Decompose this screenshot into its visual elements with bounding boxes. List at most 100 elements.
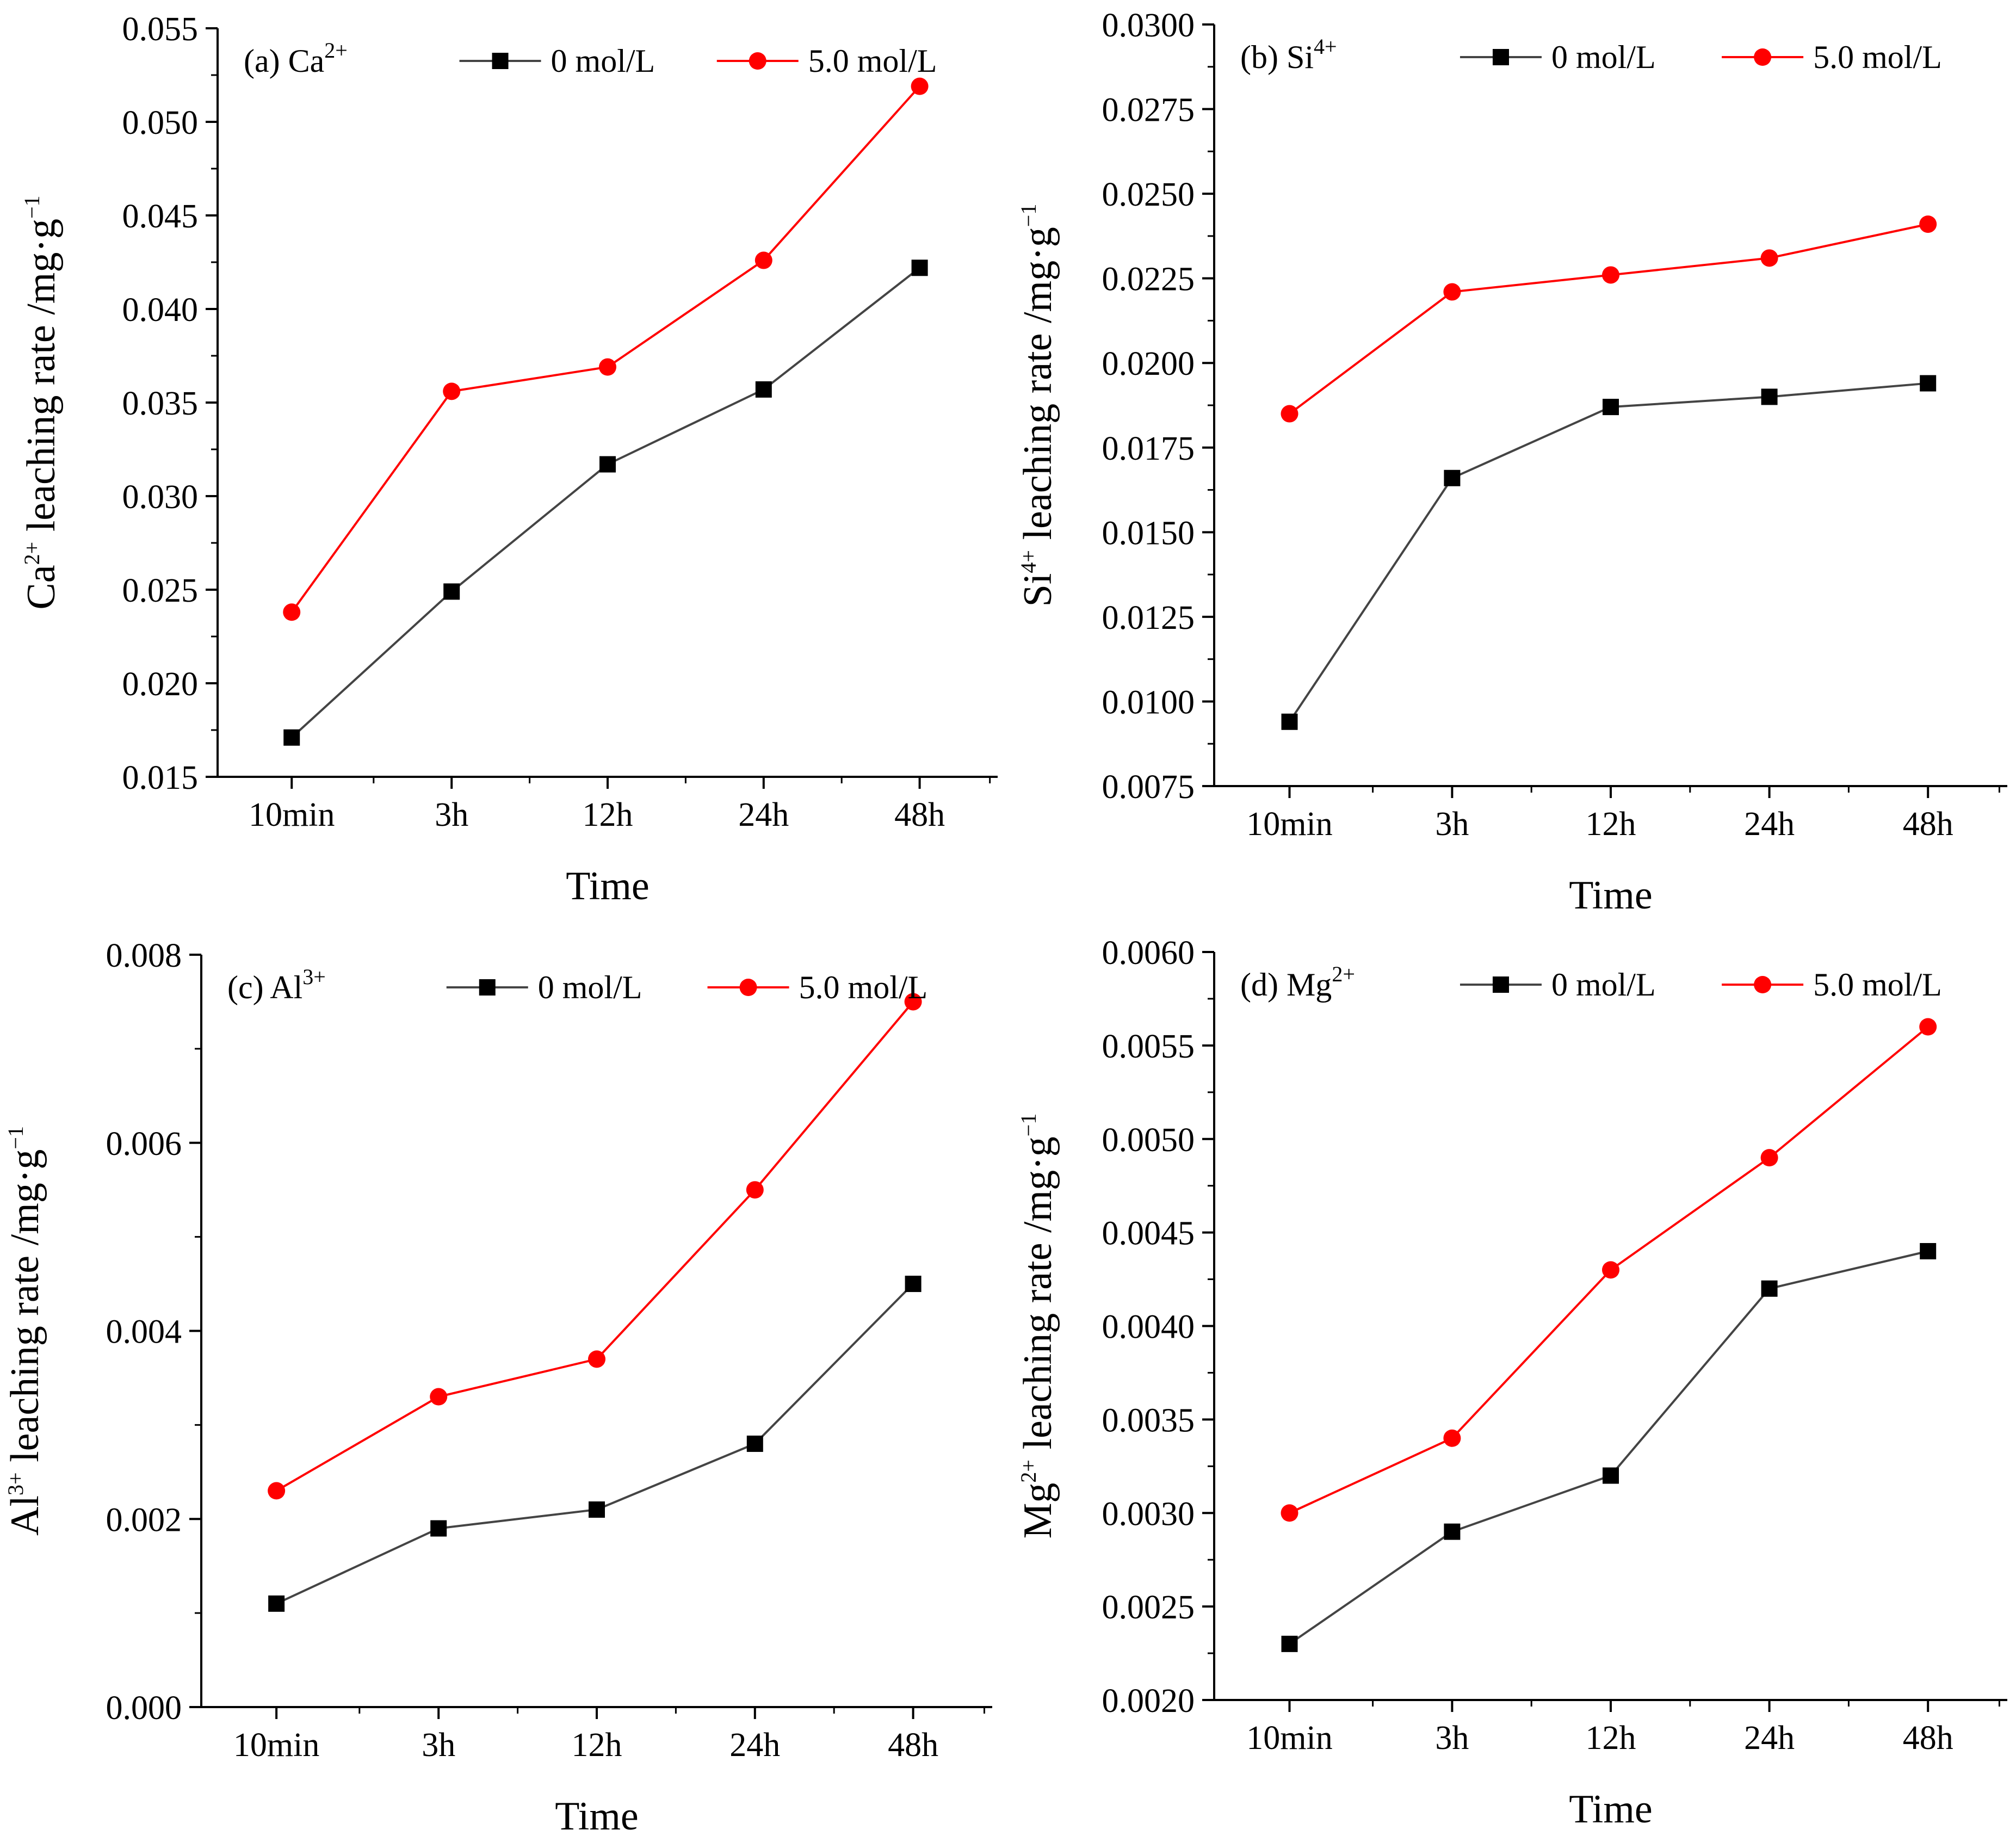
legend-label: 5.0 mol/L bbox=[1813, 39, 1942, 75]
series-line-2 bbox=[1289, 223, 1928, 415]
x-tick-label: 24h bbox=[1744, 806, 1795, 843]
data-point-circle bbox=[268, 1482, 286, 1500]
x-tick-label: 12h bbox=[583, 796, 633, 833]
y-tick-label: 0.004 bbox=[106, 1314, 182, 1351]
x-tick-label: 48h bbox=[888, 1727, 938, 1764]
series-line-2 bbox=[276, 1001, 914, 1492]
data-point-circle bbox=[443, 382, 461, 400]
y-axis-title-unit: leaching rate /mg·g bbox=[1016, 227, 1060, 550]
y-tick-label: 0.0025 bbox=[1102, 1589, 1195, 1626]
y-tick-label: 0.0050 bbox=[1102, 1122, 1195, 1159]
panel-label-text: (c) Al bbox=[227, 969, 302, 1005]
data-point-square bbox=[1920, 1243, 1937, 1259]
y-tick-label: 0.000 bbox=[106, 1690, 182, 1727]
y-tick-label: 0.015 bbox=[122, 759, 199, 796]
panel-label-charge: 2+ bbox=[1332, 962, 1355, 986]
x-axis-title: Time bbox=[1569, 1787, 1653, 1832]
data-point-square bbox=[1281, 713, 1298, 730]
series-line-2 bbox=[290, 85, 921, 613]
x-tick-label: 3h bbox=[1435, 806, 1469, 843]
data-point-square bbox=[911, 259, 928, 276]
y-axis-title-exponent: −1 bbox=[3, 1126, 28, 1149]
x-tick-label: 48h bbox=[1903, 1720, 1953, 1757]
data-point-circle bbox=[1281, 1504, 1298, 1522]
legend-label: 0 mol/L bbox=[538, 969, 642, 1005]
data-point-square bbox=[268, 1595, 285, 1612]
x-tick-label: 12h bbox=[1586, 1720, 1636, 1757]
y-tick-label: 0.0075 bbox=[1102, 769, 1195, 806]
x-tick-label: 10min bbox=[249, 796, 335, 833]
x-tick-label: 3h bbox=[1435, 1720, 1469, 1757]
x-tick-label: 12h bbox=[572, 1727, 622, 1764]
panel-label-charge: 3+ bbox=[302, 965, 326, 989]
data-point-circle bbox=[1443, 283, 1461, 301]
y-tick-label: 0.0030 bbox=[1102, 1495, 1195, 1532]
data-point-square bbox=[1444, 469, 1461, 486]
x-axis-title: Time bbox=[555, 1794, 639, 1836]
panel-label-charge: 2+ bbox=[324, 38, 348, 63]
data-point-circle bbox=[1760, 249, 1778, 267]
y-tick-label: 0.0020 bbox=[1102, 1683, 1195, 1720]
data-point-circle bbox=[911, 77, 929, 95]
y-axis-title-ion: Mg bbox=[1016, 1483, 1060, 1539]
data-point-circle bbox=[283, 603, 301, 621]
y-tick-label: 0.0040 bbox=[1102, 1309, 1195, 1346]
y-tick-label: 0.0125 bbox=[1102, 599, 1195, 636]
y-tick-label: 0.0200 bbox=[1102, 345, 1195, 382]
data-point-square bbox=[1603, 1467, 1619, 1484]
series-line-1 bbox=[276, 1283, 914, 1605]
y-axis-title-charge: 4+ bbox=[1016, 550, 1041, 573]
x-axis-title: Time bbox=[1569, 873, 1653, 918]
x-tick-label: 10min bbox=[1246, 1720, 1332, 1757]
y-axis-title-charge: 2+ bbox=[1016, 1460, 1041, 1483]
x-tick-label: 24h bbox=[1744, 1720, 1795, 1757]
legend-label: 5.0 mol/L bbox=[799, 969, 928, 1005]
y-tick-label: 0.0300 bbox=[1102, 7, 1195, 44]
y-tick-label: 0.0060 bbox=[1102, 935, 1195, 972]
data-point-circle bbox=[1602, 266, 1619, 284]
data-point-square bbox=[1761, 388, 1778, 405]
x-tick-label: 10min bbox=[233, 1727, 319, 1764]
legend-label: 5.0 mol/L bbox=[1813, 967, 1942, 1003]
panel-label: (c) Al3+ bbox=[227, 965, 326, 1005]
data-point-square bbox=[905, 1276, 922, 1293]
data-point-circle bbox=[1443, 1429, 1461, 1447]
legend-label: 0 mol/L bbox=[1551, 967, 1656, 1003]
y-axis-title-unit: leaching rate /mg·g bbox=[1016, 1136, 1060, 1460]
legend-marker-circle bbox=[1754, 48, 1772, 66]
data-point-circle bbox=[430, 1388, 448, 1406]
y-axis-title-exponent: −1 bbox=[1016, 1114, 1041, 1137]
data-point-square bbox=[443, 583, 460, 600]
x-tick-label: 10min bbox=[1246, 806, 1332, 843]
y-tick-label: 0.0275 bbox=[1102, 92, 1195, 129]
data-point-square bbox=[1281, 1635, 1298, 1652]
y-axis-title-charge: 2+ bbox=[20, 542, 44, 565]
y-tick-label: 0.030 bbox=[122, 479, 199, 516]
y-tick-label: 0.050 bbox=[122, 104, 199, 141]
panel-label: (b) Si4+ bbox=[1240, 34, 1337, 75]
y-axis-title-unit: leaching rate /mg·g bbox=[3, 1149, 47, 1473]
legend-marker-square bbox=[479, 979, 496, 996]
data-point-circle bbox=[1919, 215, 1937, 233]
x-tick-label: 3h bbox=[435, 796, 468, 833]
y-axis-title-unit: leaching rate /mg·g bbox=[19, 219, 64, 542]
y-tick-label: 0.0250 bbox=[1102, 176, 1195, 213]
x-tick-label: 24h bbox=[729, 1727, 780, 1764]
panel-label: (d) Mg2+ bbox=[1240, 962, 1355, 1003]
data-point-square bbox=[1603, 399, 1619, 416]
y-axis-title-ion: Ca bbox=[19, 565, 64, 609]
x-axis-title: Time bbox=[566, 864, 650, 908]
legend-marker-square bbox=[492, 53, 509, 69]
y-axis-title-ion: Si bbox=[1016, 573, 1060, 607]
data-point-circle bbox=[746, 1181, 764, 1199]
legend-marker-square bbox=[1492, 49, 1509, 65]
chart-panel-4: 0.0020 0.0025 0.0030 0.0035 0.0040 0.0045 0.00… bbox=[1016, 935, 2007, 1832]
data-point-square bbox=[1920, 375, 1937, 392]
panel-label-text: (b) Si bbox=[1240, 39, 1314, 75]
data-point-circle bbox=[588, 1350, 605, 1368]
y-tick-label: 0.045 bbox=[122, 198, 199, 235]
y-tick-label: 0.040 bbox=[122, 292, 199, 329]
legend-label: 5.0 mol/L bbox=[808, 43, 937, 79]
data-point-circle bbox=[1919, 1018, 1937, 1036]
